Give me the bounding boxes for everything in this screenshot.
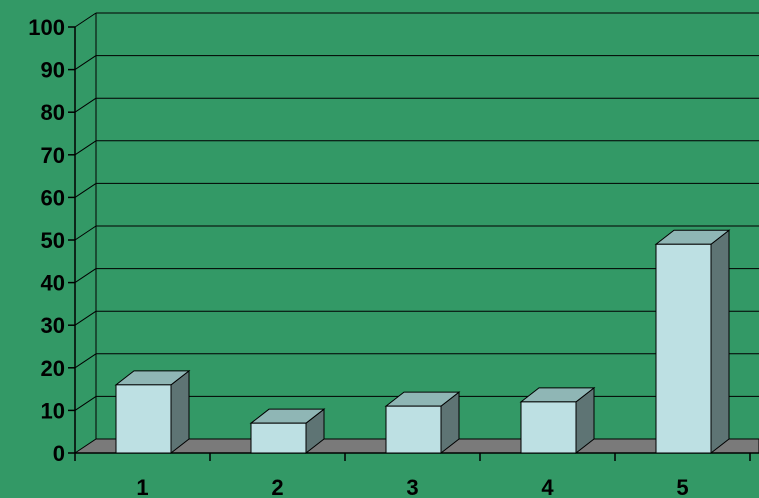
gridline-connector bbox=[74, 140, 97, 156]
bar bbox=[114, 369, 191, 455]
y-tick-label: 40 bbox=[41, 271, 65, 296]
bar-front bbox=[250, 422, 307, 454]
y-tick-label: 100 bbox=[28, 15, 65, 40]
bar bbox=[249, 408, 326, 455]
gridline-connector bbox=[74, 55, 97, 71]
x-axis-tick-labels: 1 2 3 4 5 bbox=[136, 475, 688, 498]
y-axis-tick-labels: 0 10 20 30 40 50 60 70 80 90 100 bbox=[28, 15, 65, 466]
y-tick-label: 60 bbox=[41, 185, 65, 210]
y-tick-label: 30 bbox=[41, 313, 65, 338]
gridline-connector bbox=[74, 97, 97, 113]
y-tick-label: 10 bbox=[41, 398, 65, 423]
x-tick-label: 4 bbox=[541, 475, 554, 498]
y-tick-label: 80 bbox=[41, 100, 65, 125]
bar-side bbox=[710, 229, 730, 455]
gridline-connector bbox=[74, 12, 97, 28]
x-tick-label: 1 bbox=[136, 475, 148, 498]
gridline-connector bbox=[74, 353, 97, 369]
x-tick-label: 3 bbox=[406, 475, 418, 498]
gridlines bbox=[74, 12, 759, 439]
y-tick-label: 50 bbox=[41, 228, 65, 253]
y-tick-label: 90 bbox=[41, 58, 65, 83]
y-tick-label: 20 bbox=[41, 356, 65, 381]
bar bbox=[654, 229, 731, 455]
bars bbox=[114, 229, 731, 455]
bar-front bbox=[115, 384, 172, 454]
x-tick-label: 5 bbox=[676, 475, 688, 498]
gridline-connector bbox=[74, 310, 97, 326]
bar bbox=[384, 391, 461, 455]
gridline-connector bbox=[74, 182, 97, 198]
bar bbox=[519, 386, 596, 455]
gridline-connector bbox=[74, 268, 97, 284]
bar-front bbox=[385, 405, 442, 454]
y-tick-label: 0 bbox=[53, 441, 65, 466]
gridline-connector bbox=[74, 225, 97, 241]
bar-front bbox=[520, 401, 577, 454]
gridline-connector bbox=[74, 395, 97, 411]
x-tick-label: 2 bbox=[271, 475, 283, 498]
y-tick-label: 70 bbox=[41, 143, 65, 168]
bar-front bbox=[655, 243, 712, 454]
